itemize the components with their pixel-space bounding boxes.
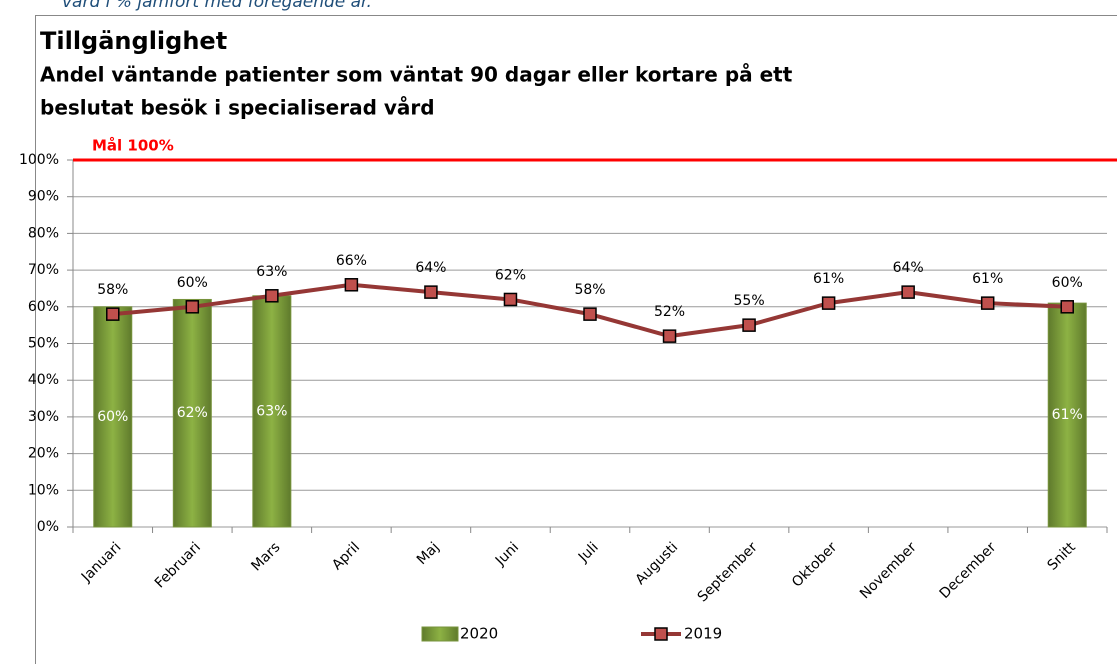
y-tick-label: 60% (28, 299, 59, 315)
bar-label: 62% (177, 405, 208, 421)
y-tick-label: 20% (28, 446, 59, 462)
line-marker (344, 278, 359, 292)
chart-frame (35, 15, 1117, 664)
y-tick-label: 100% (19, 152, 59, 168)
chart-title: Tillgänglighet (40, 27, 227, 55)
legend-swatch (421, 626, 459, 642)
bar-label: 63% (256, 403, 287, 419)
line-label: 58% (97, 282, 128, 298)
target-label: Mål 100% (92, 137, 174, 155)
line-label: 64% (893, 260, 924, 276)
line-label: 62% (495, 267, 526, 283)
bar (172, 298, 212, 528)
line-marker (503, 292, 518, 307)
caption: vård i % jämfört med föregående år. (62, 0, 372, 12)
line-label: 64% (415, 260, 446, 276)
line-marker (185, 300, 200, 314)
y-tick-label: 50% (28, 336, 59, 352)
line-marker (980, 296, 995, 310)
y-tick-label: 0% (37, 519, 59, 535)
line-label: 61% (972, 271, 1003, 287)
line-marker (662, 329, 677, 343)
bar (93, 306, 133, 528)
line-marker (583, 307, 597, 321)
line-label: 61% (813, 271, 844, 287)
line-marker (1060, 300, 1074, 314)
line-marker (821, 296, 836, 310)
line-label: 60% (177, 275, 208, 291)
y-tick-label: 10% (28, 482, 59, 498)
y-tick-label: 90% (28, 189, 59, 205)
line-marker (265, 289, 279, 303)
line-label: 52% (654, 304, 685, 320)
y-tick-label: 30% (28, 409, 59, 425)
line-label: 66% (336, 253, 367, 269)
legend-label: 2019 (684, 625, 722, 643)
y-tick-label: 80% (28, 225, 59, 241)
bar (1047, 302, 1087, 528)
legend-swatch (654, 627, 668, 641)
y-tick-label: 70% (28, 262, 59, 278)
bar-label: 61% (1052, 407, 1083, 423)
line-label: 60% (1052, 275, 1083, 291)
line-marker (106, 307, 120, 321)
chart-subtitle: Andel väntande patienter som väntat 90 d… (40, 63, 793, 87)
line-marker (742, 318, 756, 332)
line-marker (424, 285, 438, 299)
line-label: 58% (574, 282, 605, 298)
bar (252, 295, 292, 528)
y-tick-label: 40% (28, 372, 59, 388)
line-label: 55% (734, 293, 765, 309)
line-marker (901, 285, 915, 299)
chart-subtitle: beslutat besök i specialiserad vård (40, 96, 435, 120)
bar-label: 60% (97, 409, 128, 425)
line-label: 63% (256, 264, 287, 280)
legend-label: 2020 (460, 625, 498, 643)
